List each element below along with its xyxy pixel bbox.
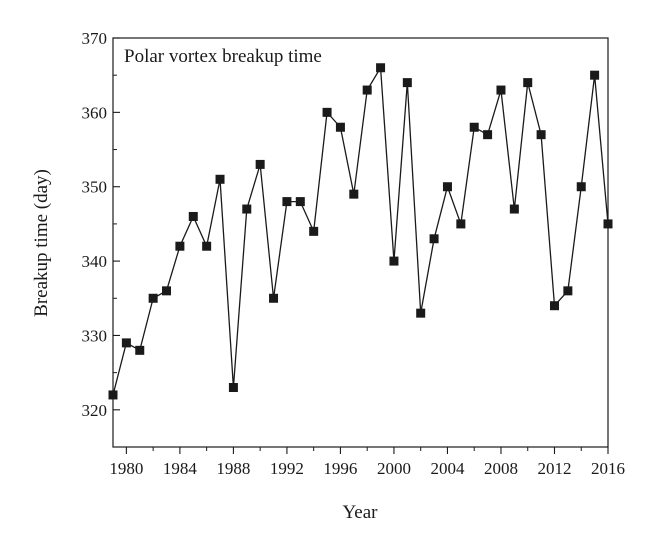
data-point-marker [549, 301, 559, 311]
series-markers [108, 63, 613, 400]
data-point-marker [228, 383, 238, 393]
y-axis: 320 330 340 350 360 370 [82, 29, 120, 448]
data-point-marker [242, 204, 252, 214]
y-tick-label: 350 [82, 178, 108, 197]
data-point-marker [536, 130, 546, 140]
data-point-marker [496, 85, 506, 95]
data-point-marker [523, 78, 533, 88]
data-point-marker [429, 234, 439, 244]
y-tick-label: 330 [82, 326, 108, 345]
data-point-marker [269, 293, 279, 303]
data-point-marker [442, 182, 452, 192]
data-point-marker [362, 85, 372, 95]
data-point-marker [295, 197, 305, 207]
data-point-marker [175, 241, 185, 251]
data-point-marker [376, 63, 386, 73]
data-point-marker [282, 197, 292, 207]
plot-frame [112, 37, 609, 448]
data-point-marker [148, 293, 158, 303]
x-tick-label: 2016 [591, 459, 625, 478]
y-tick-label: 370 [82, 29, 108, 48]
data-point-marker [402, 78, 412, 88]
data-point-marker [322, 107, 332, 117]
x-tick-label: 2000 [377, 459, 411, 478]
data-point-marker [590, 70, 600, 80]
data-point-marker [108, 390, 118, 400]
y-axis-title: Breakup time (day) [31, 169, 52, 317]
series-line [112, 65, 609, 396]
y-tick-label: 320 [82, 401, 108, 420]
data-point-marker [349, 189, 359, 199]
y-tick-label: 340 [82, 252, 108, 271]
data-point-marker [576, 182, 586, 192]
data-point-marker [456, 219, 466, 229]
data-point-marker [135, 345, 145, 355]
data-point-marker [202, 241, 212, 251]
data-point-marker [215, 174, 225, 184]
data-point-marker [188, 211, 198, 221]
x-axis-title: Year [342, 502, 378, 523]
data-point-marker [121, 338, 131, 348]
x-tick-label: 2012 [537, 459, 571, 478]
data-point-marker [563, 286, 573, 296]
data-point-marker [162, 286, 172, 296]
x-tick-label: 1996 [323, 459, 357, 478]
data-point-marker [255, 159, 265, 169]
data-point-marker [335, 122, 345, 132]
data-point-marker [389, 256, 399, 266]
x-tick-label: 1980 [109, 459, 143, 478]
data-point-marker [416, 308, 426, 318]
data-point-marker [469, 122, 479, 132]
data-point-marker [309, 226, 319, 236]
chart-title: Polar vortex breakup time [124, 46, 322, 67]
x-tick-label: 1992 [270, 459, 304, 478]
x-axis: 1980 1984 1988 1992 1996 2000 2004 2008 2012 2016 [109, 447, 625, 478]
x-tick-label: 1988 [216, 459, 250, 478]
x-tick-label: 2008 [484, 459, 518, 478]
data-point-marker [509, 204, 519, 214]
data-point-marker [603, 219, 613, 229]
y-tick-label: 360 [82, 103, 108, 122]
x-tick-label: 2004 [430, 459, 465, 478]
x-tick-label: 1984 [163, 459, 198, 478]
data-point-marker [483, 130, 493, 140]
